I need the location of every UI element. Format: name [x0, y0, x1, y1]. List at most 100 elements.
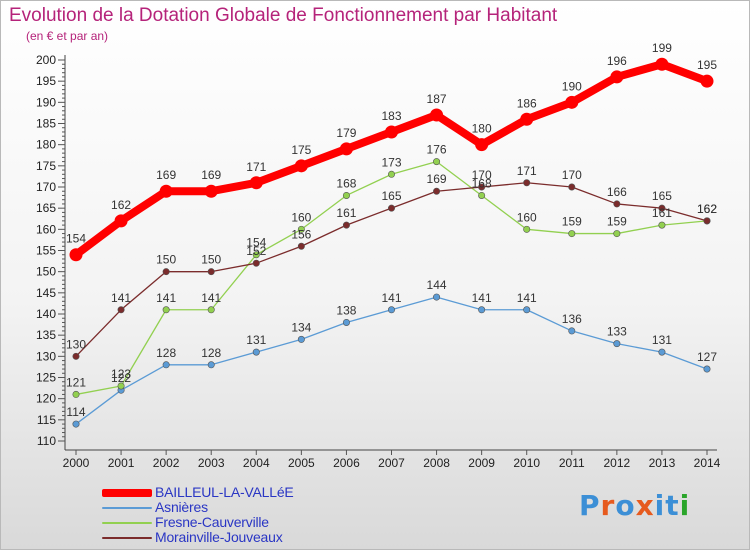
data-label: 165	[652, 189, 672, 203]
x-tick-label: 2005	[288, 456, 315, 470]
data-point	[568, 183, 576, 191]
data-label: 160	[517, 210, 537, 224]
data-point	[72, 390, 80, 398]
data-label: 175	[291, 143, 311, 157]
data-label: 166	[607, 185, 627, 199]
data-label: 171	[246, 160, 266, 174]
data-label: 162	[111, 198, 131, 212]
y-tick-label: 130	[36, 349, 56, 363]
data-point	[72, 352, 80, 360]
data-label: 196	[607, 54, 627, 68]
data-label: 162	[697, 202, 717, 216]
data-point	[342, 191, 350, 199]
data-point	[252, 259, 260, 267]
data-label: 141	[472, 291, 492, 305]
data-point	[252, 251, 260, 259]
data-point	[523, 306, 531, 314]
data-label: 160	[291, 210, 311, 224]
data-label: 152	[246, 244, 266, 258]
data-point	[703, 365, 711, 373]
data-label: 136	[562, 312, 582, 326]
data-point	[430, 108, 444, 122]
y-tick-label: 145	[36, 286, 56, 300]
data-label: 187	[427, 92, 447, 106]
data-point	[297, 225, 305, 233]
data-point	[69, 248, 83, 262]
y-tick-label: 135	[36, 328, 56, 342]
data-label: 121	[66, 375, 86, 389]
y-tick-label: 125	[36, 371, 56, 385]
data-label: 141	[111, 291, 131, 305]
y-tick-label: 165	[36, 201, 56, 215]
y-tick-label: 160	[36, 222, 56, 236]
legend-swatch	[102, 507, 152, 509]
data-point	[568, 327, 576, 335]
data-point	[433, 293, 441, 301]
data-label: 130	[66, 337, 86, 351]
data-label: 173	[381, 155, 401, 169]
data-label: 171	[517, 164, 537, 178]
data-point	[700, 74, 714, 88]
logo-letter: r	[600, 489, 616, 522]
legend-label: Morainville-Jouveaux	[155, 529, 283, 545]
data-point	[658, 204, 666, 212]
data-point	[520, 112, 534, 126]
legend-label: BAILLEUL-LA-VALLéE	[155, 484, 294, 500]
data-point	[475, 138, 489, 152]
data-point	[339, 142, 353, 156]
y-tick-label: 115	[37, 413, 56, 427]
legend-item: Fresne-Cauverville	[99, 514, 359, 530]
legend-label: Asnières	[155, 499, 208, 515]
data-label: 199	[652, 41, 672, 55]
data-label: 141	[381, 291, 401, 305]
data-label: 165	[381, 189, 401, 203]
logo-letter: P	[579, 489, 601, 522]
chart-subtitle: (en € et par an)	[26, 29, 109, 43]
data-label: 150	[156, 253, 176, 267]
legend-label: Fresne-Cauverville	[155, 514, 269, 530]
data-label: 161	[652, 206, 672, 220]
y-tick-label: 140	[36, 307, 56, 321]
data-point	[433, 187, 441, 195]
data-point	[655, 57, 669, 71]
data-label: 186	[517, 96, 537, 110]
data-point	[565, 95, 579, 109]
logo-letter: t	[665, 489, 680, 522]
data-label: 123	[111, 367, 131, 381]
data-label: 150	[201, 253, 221, 267]
data-label: 176	[427, 143, 447, 157]
data-point	[610, 70, 624, 84]
data-point	[613, 230, 621, 238]
data-point	[342, 318, 350, 326]
data-label: 168	[472, 176, 492, 190]
data-label: 131	[246, 333, 266, 347]
data-label: 180	[472, 122, 492, 136]
y-tick-label: 185	[36, 117, 56, 131]
x-tick-label: 2006	[333, 456, 360, 470]
data-point	[523, 225, 531, 233]
data-point	[72, 420, 80, 428]
data-label: 190	[562, 79, 582, 93]
data-label: 169	[156, 168, 176, 182]
legend-item: BAILLEUL-LA-VALLéE	[99, 484, 359, 500]
data-point	[162, 268, 170, 276]
x-tick-label: 2003	[198, 456, 225, 470]
x-tick-label: 2001	[108, 456, 135, 470]
y-tick-label: 150	[36, 265, 56, 279]
y-tick-label: 195	[36, 74, 56, 88]
data-point	[117, 382, 125, 390]
y-tick-label: 110	[37, 434, 56, 448]
data-label: 141	[201, 291, 221, 305]
y-tick-label: 155	[36, 244, 56, 258]
data-point	[478, 183, 486, 191]
data-point	[114, 214, 128, 228]
data-point	[297, 242, 305, 250]
x-tick-label: 2012	[604, 456, 631, 470]
data-label: 195	[697, 58, 717, 72]
legend-swatch	[102, 522, 152, 524]
y-tick-label: 120	[36, 392, 56, 406]
data-label: 141	[517, 291, 537, 305]
y-tick-label: 190	[36, 95, 56, 109]
data-label: 141	[156, 291, 176, 305]
